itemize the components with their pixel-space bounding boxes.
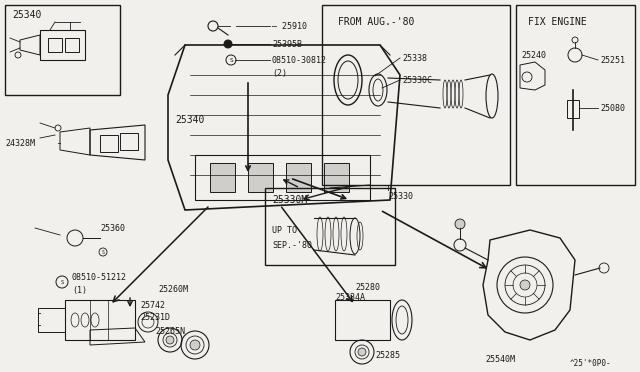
- Bar: [120, 133, 138, 150]
- Bar: [335, 300, 390, 340]
- Text: FROM AUG.-'80: FROM AUG.-'80: [338, 17, 414, 27]
- Bar: [5, 5, 120, 95]
- Bar: [248, 163, 273, 192]
- Text: 25265N: 25265N: [155, 327, 185, 337]
- Text: 08510-51212: 08510-51212: [72, 273, 127, 282]
- Text: 25742: 25742: [140, 301, 165, 310]
- Text: 25251: 25251: [600, 55, 625, 64]
- Text: ^25'*0P0-: ^25'*0P0-: [570, 359, 612, 369]
- Text: 25330C: 25330C: [402, 76, 432, 84]
- Bar: [286, 163, 311, 192]
- Circle shape: [358, 348, 366, 356]
- Bar: [38, 308, 65, 332]
- Text: (1): (1): [72, 285, 87, 295]
- Bar: [65, 38, 79, 52]
- Bar: [265, 188, 395, 265]
- Text: 25340: 25340: [12, 10, 42, 20]
- Bar: [567, 100, 579, 118]
- Text: — 25910: — 25910: [272, 22, 307, 31]
- Text: 25360: 25360: [100, 224, 125, 232]
- Text: S: S: [229, 58, 233, 62]
- Bar: [322, 5, 510, 185]
- Text: 25330M: 25330M: [272, 195, 307, 205]
- Text: FIX ENGINE: FIX ENGINE: [528, 17, 587, 27]
- Text: 25080: 25080: [600, 103, 625, 112]
- Text: 25285: 25285: [375, 350, 400, 359]
- Bar: [100, 135, 118, 152]
- Circle shape: [224, 40, 232, 48]
- Text: 25540M: 25540M: [485, 356, 515, 365]
- Circle shape: [190, 340, 200, 350]
- Bar: [210, 163, 235, 192]
- Circle shape: [166, 336, 174, 344]
- Text: 08510-30812: 08510-30812: [272, 55, 327, 64]
- Text: 25340: 25340: [175, 115, 204, 125]
- Text: S: S: [60, 279, 63, 285]
- Text: 25280: 25280: [355, 283, 380, 292]
- Text: 25395B: 25395B: [272, 39, 302, 48]
- Text: 25240: 25240: [521, 51, 546, 60]
- Text: 24328M: 24328M: [5, 138, 35, 148]
- Bar: [48, 38, 62, 52]
- Text: UP TO: UP TO: [272, 225, 297, 234]
- Bar: [195, 155, 370, 200]
- Text: 25338: 25338: [402, 54, 427, 62]
- Circle shape: [455, 219, 465, 229]
- Text: SEP.-'80: SEP.-'80: [272, 241, 312, 250]
- Text: 25231D: 25231D: [140, 314, 170, 323]
- Text: 25260M: 25260M: [158, 285, 188, 295]
- Bar: [65, 300, 135, 340]
- Text: (2): (2): [272, 68, 287, 77]
- Text: 25334A: 25334A: [335, 294, 365, 302]
- Text: S: S: [102, 250, 104, 254]
- Bar: [324, 163, 349, 192]
- Circle shape: [520, 280, 530, 290]
- Text: 25330: 25330: [388, 192, 413, 201]
- Bar: [516, 5, 635, 185]
